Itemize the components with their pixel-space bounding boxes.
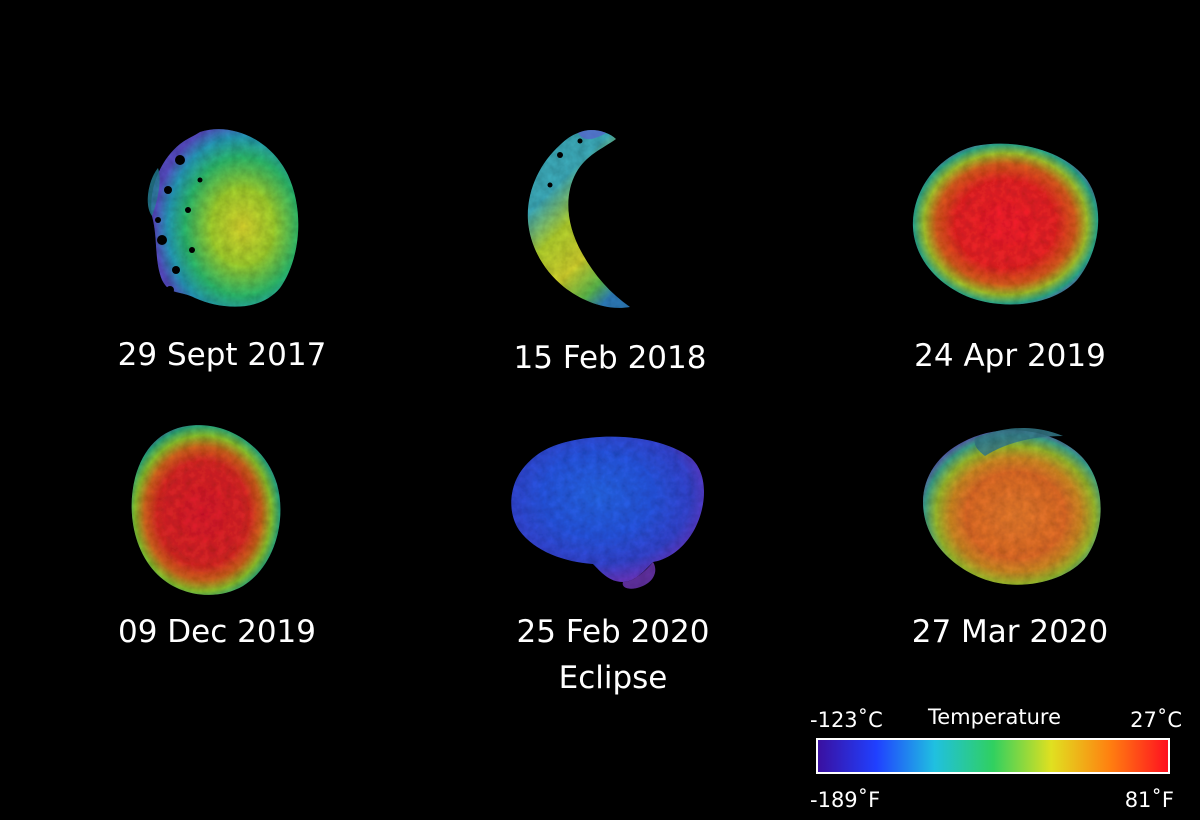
- observation-date-label: 25 Feb 2020: [516, 614, 710, 650]
- observation-date-label: 27 Mar 2020: [911, 614, 1109, 650]
- legend-max-celsius: 27˚C: [1130, 708, 1182, 732]
- observation-date-label: 29 Sept 2017: [117, 337, 327, 373]
- moon-thermal-image-4: [131, 425, 281, 595]
- observation-date-label: 09 Dec 2019: [117, 614, 317, 650]
- temperature-colorbar: [816, 738, 1170, 774]
- moon-thermal-image-3: [912, 143, 1099, 305]
- moon-thermal-image-6: [923, 427, 1101, 585]
- moon-thermal-image-2: [527, 130, 630, 308]
- observation-date-label: 24 Apr 2019: [914, 338, 1106, 374]
- moon-thermal-image-1: [147, 129, 299, 307]
- legend-min-celsius: -123˚C: [810, 708, 883, 732]
- legend-max-fahrenheit: 81˚F: [1124, 788, 1174, 812]
- eclipse-label: Eclipse: [558, 660, 668, 696]
- temperature-legend: -123˚C Temperature 27˚C -189˚F 81˚F: [800, 700, 1192, 816]
- moon-thermal-image-5: [511, 436, 704, 589]
- legend-min-fahrenheit: -189˚F: [810, 788, 881, 812]
- observation-date-label: 15 Feb 2018: [513, 340, 707, 376]
- legend-title: Temperature: [928, 705, 1062, 729]
